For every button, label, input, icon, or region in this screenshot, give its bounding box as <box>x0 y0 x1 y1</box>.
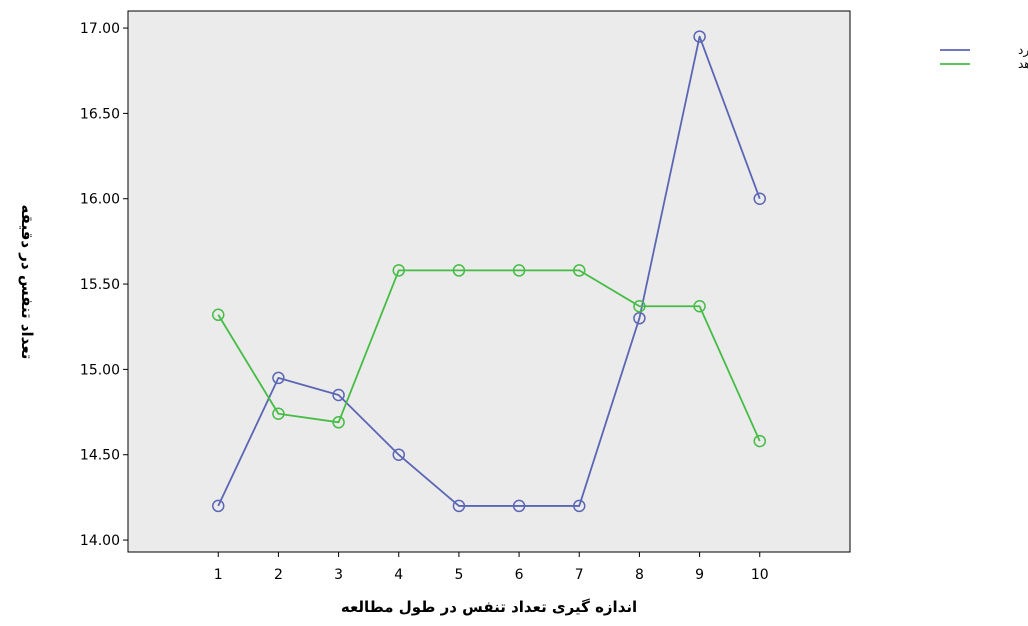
y-tick-label: 16.50 <box>80 106 120 122</box>
data-point <box>753 434 766 448</box>
data-point <box>693 30 706 43</box>
data-point <box>392 264 405 277</box>
data-point <box>212 308 225 322</box>
plot-area <box>127 10 851 553</box>
data-point <box>392 448 405 461</box>
data-point <box>573 264 586 277</box>
series-line <box>217 35 761 507</box>
y-axis: 14.00 14.50 15.00 15.50 16.00 16.50 17.00 <box>80 21 128 549</box>
x-tick-label: 9 <box>695 567 704 583</box>
y-tick-label: 15.00 <box>80 362 120 378</box>
x-tick-label: 6 <box>515 567 524 583</box>
data-point <box>753 192 766 205</box>
y-tick-label: 17.00 <box>80 21 120 37</box>
data-point <box>633 299 646 313</box>
legend: موردشاهد <box>940 43 1028 71</box>
x-tick-label: 4 <box>394 567 403 583</box>
x-tick-label: 10 <box>751 567 769 583</box>
series-1 <box>212 30 766 513</box>
data-point <box>693 299 706 313</box>
y-tick-label: 14.50 <box>80 448 120 464</box>
data-point <box>272 407 285 421</box>
x-tick-label: 1 <box>214 567 223 583</box>
data-point <box>272 371 285 385</box>
data-point <box>452 499 466 513</box>
data-point <box>512 499 526 513</box>
data-point <box>212 499 225 513</box>
series-layer <box>212 30 766 513</box>
data-point <box>573 499 586 513</box>
data-point <box>332 416 345 429</box>
x-tick-label: 7 <box>575 567 584 583</box>
x-tick-label: 3 <box>334 567 343 583</box>
data-point <box>332 388 345 402</box>
legend-label: مورد <box>1018 43 1028 58</box>
legend-label: شاهد <box>1018 57 1028 71</box>
x-axis-title: اندازه گیری تعداد تنفس در طول مطالعه <box>341 598 637 616</box>
y-tick-label: 16.00 <box>80 192 120 208</box>
x-tick-label: 8 <box>635 567 644 583</box>
x-tick-label: 5 <box>454 567 463 583</box>
data-point <box>512 264 526 277</box>
data-point <box>452 264 466 277</box>
x-axis: 1 2 3 4 5 6 7 8 9 10 <box>214 552 769 583</box>
series-line <box>217 269 761 442</box>
series-2 <box>212 264 766 448</box>
y-tick-label: 15.50 <box>80 277 120 293</box>
data-point <box>633 311 646 325</box>
x-tick-label: 2 <box>274 567 283 583</box>
y-axis-title: تعداد تنفس در دقیقه <box>18 205 36 360</box>
y-tick-label: 14.00 <box>80 533 120 549</box>
